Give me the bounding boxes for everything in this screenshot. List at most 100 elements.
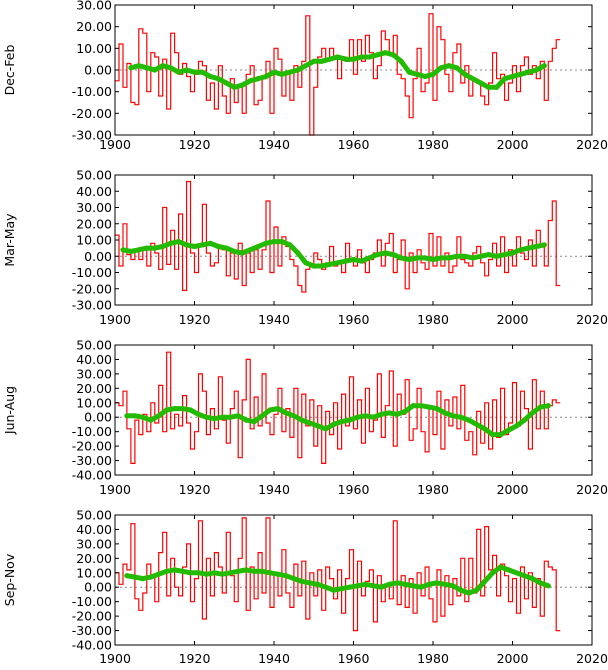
smoothed-point xyxy=(215,243,221,250)
smoothed-point xyxy=(136,63,142,69)
smoothed-point xyxy=(275,571,281,577)
smoothed-point xyxy=(263,73,269,80)
smoothed-point xyxy=(346,417,353,423)
smoothed-point xyxy=(406,69,412,75)
y-tick-label: 0.00 xyxy=(84,249,112,264)
smoothed-point xyxy=(517,71,524,77)
smoothed-point xyxy=(541,242,547,248)
x-tick-label: 1900 xyxy=(99,137,131,152)
smoothed-point xyxy=(239,250,245,256)
smoothed-point xyxy=(466,590,472,596)
smoothed-point xyxy=(430,71,436,77)
smoothed-point xyxy=(434,580,440,586)
x-tick-label: 1980 xyxy=(417,312,449,327)
smoothed-point xyxy=(168,240,174,246)
smoothed-point xyxy=(335,260,341,266)
smoothed-point xyxy=(327,261,333,267)
smoothed-point xyxy=(454,65,460,71)
smoothed-point xyxy=(358,54,365,60)
y-tick-label: -30.00 xyxy=(72,453,112,468)
smoothed-point xyxy=(350,56,357,62)
smoothed-point xyxy=(478,80,484,86)
smoothed-point xyxy=(541,63,547,69)
smoothed-point xyxy=(402,408,408,414)
smoothed-point xyxy=(303,260,309,266)
smoothed-point xyxy=(243,417,249,423)
smoothed-point xyxy=(323,426,329,432)
y-axis-label: Sep-Nov xyxy=(2,553,17,606)
x-tick-label: 2020 xyxy=(576,312,608,327)
x-tick-label: 1940 xyxy=(258,482,290,497)
smoothed-point xyxy=(521,417,528,423)
smoothed-point xyxy=(498,564,504,570)
y-tick-label: 20.00 xyxy=(76,381,112,396)
smoothed-point xyxy=(339,419,345,425)
smoothed-point xyxy=(211,416,217,422)
smoothed-point xyxy=(545,583,551,589)
x-tick-label: 1940 xyxy=(258,651,290,666)
smoothed-point xyxy=(172,406,178,412)
smoothed-point xyxy=(247,247,253,253)
smoothed-point xyxy=(474,421,480,427)
smoothed-point xyxy=(422,255,428,261)
smoothed-point xyxy=(343,258,349,264)
smoothed-point xyxy=(255,76,261,82)
y-tick-label: -20.00 xyxy=(72,609,112,624)
smoothed-point xyxy=(370,414,376,420)
smoothed-point xyxy=(180,406,186,412)
smoothed-point xyxy=(410,583,416,589)
y-tick-label: 10.00 xyxy=(76,395,112,410)
smoothed-point xyxy=(295,250,301,256)
smoothed-point xyxy=(458,414,464,420)
smoothed-point xyxy=(513,570,520,576)
smoothed-point xyxy=(243,567,249,573)
smoothed-point xyxy=(533,243,539,250)
smoothed-point xyxy=(331,421,337,427)
smoothed-point xyxy=(144,65,150,71)
x-tick-label: 2000 xyxy=(497,137,529,152)
smoothed-point xyxy=(203,571,209,577)
y-tick-label: 20.00 xyxy=(76,19,112,34)
smoothed-point xyxy=(354,583,361,589)
y-tick-label: 0.00 xyxy=(84,410,112,425)
smoothed-point xyxy=(291,413,297,419)
smoothed-point xyxy=(148,574,154,580)
smoothed-point xyxy=(259,413,265,419)
smoothed-point xyxy=(438,65,444,71)
smoothed-point xyxy=(450,583,456,589)
smoothed-point xyxy=(144,245,150,251)
smoothed-point xyxy=(350,256,357,263)
smoothed-point xyxy=(255,243,261,250)
y-tick-label: 10.00 xyxy=(76,565,112,580)
x-tick-label: 1920 xyxy=(179,137,211,152)
smoothed-point xyxy=(430,256,436,263)
x-tick-label: 2020 xyxy=(576,482,608,497)
smoothed-point xyxy=(390,252,396,258)
smoothed-point xyxy=(176,69,182,75)
x-tick-label: 1980 xyxy=(417,482,449,497)
smoothed-point xyxy=(470,76,476,82)
smoothed-point xyxy=(339,586,345,592)
smoothed-point xyxy=(462,71,468,77)
smoothed-point xyxy=(486,84,492,90)
smoothed-point xyxy=(315,581,321,587)
smoothed-point xyxy=(191,69,198,75)
y-tick-label: -20.00 xyxy=(72,106,112,121)
smoothed-point xyxy=(486,252,492,258)
x-tick-label: 1960 xyxy=(338,651,370,666)
raw-series-step-line xyxy=(115,517,561,632)
smoothed-point xyxy=(327,56,333,62)
smoothed-point xyxy=(195,570,202,576)
y-tick-label: -10.00 xyxy=(72,84,112,99)
smoothed-point xyxy=(374,252,380,258)
smoothed-point xyxy=(490,432,496,438)
smoothed-point xyxy=(331,587,337,593)
smoothed-point xyxy=(434,406,440,412)
smoothed-point xyxy=(410,403,416,409)
y-tick-label: 50.00 xyxy=(76,168,112,183)
x-tick-label: 1900 xyxy=(99,651,131,666)
smoothed-point xyxy=(223,245,229,251)
smoothed-point xyxy=(398,58,404,64)
smoothed-point xyxy=(517,247,524,253)
smoothed-point xyxy=(366,54,372,60)
